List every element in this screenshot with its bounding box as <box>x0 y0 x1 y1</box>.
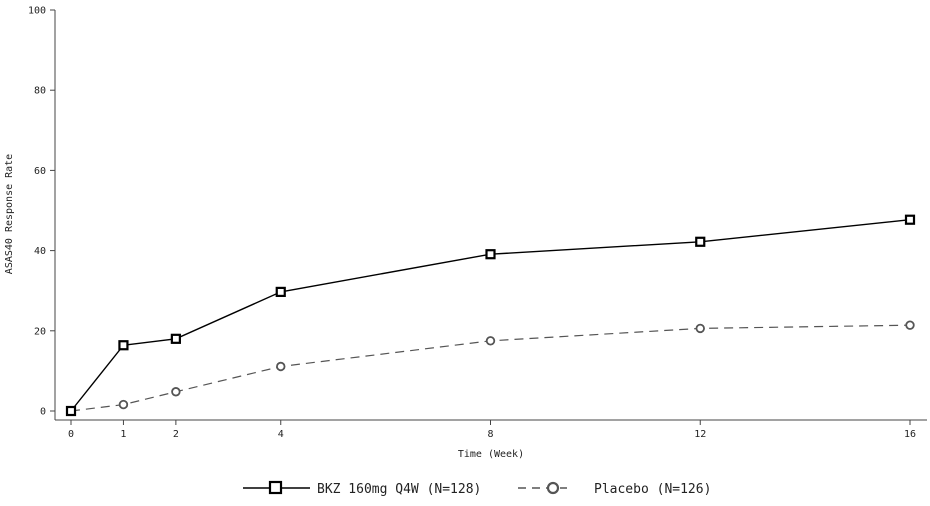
x-tick-label: 2 <box>173 429 179 440</box>
x-tick-label: 12 <box>694 429 706 440</box>
y-tick-label: 40 <box>34 246 46 257</box>
legend-item-placebo: Placebo (N=126) <box>518 481 711 497</box>
x-tick-label: 16 <box>904 429 916 440</box>
data-point-bkz <box>275 286 286 298</box>
axes <box>54 10 927 421</box>
data-point-bkz <box>695 236 706 247</box>
x-ticks: 0 1 2 4 8 12 16 <box>68 420 916 440</box>
data-point-placebo <box>695 323 705 334</box>
legend-label-bkz: BKZ 160mg Q4W (N=128) <box>317 482 481 497</box>
x-tick-label: 4 <box>278 429 284 440</box>
y-axis-title: ASAS40 Response Rate <box>4 154 15 274</box>
x-tick-label: 0 <box>68 429 74 440</box>
data-point-bkz <box>904 214 916 225</box>
series-line-bkz <box>70 219 911 412</box>
legend-marker-placebo <box>546 481 560 495</box>
series-layer <box>65 214 916 417</box>
y-tick-label: 80 <box>34 86 46 97</box>
y-tick-label: 100 <box>28 6 46 17</box>
legend-marker-bkz <box>268 480 283 495</box>
data-point-bkz <box>65 405 77 417</box>
data-point-bkz <box>485 249 496 260</box>
legend-item-bkz: BKZ 160mg Q4W (N=128) <box>243 480 481 497</box>
y-ticks: 0 20 40 60 80 100 <box>28 6 55 418</box>
legend-label-placebo: Placebo (N=126) <box>594 482 711 497</box>
y-tick-label: 60 <box>34 166 46 177</box>
x-tick-label: 1 <box>120 429 126 440</box>
x-tick-label: 8 <box>487 429 493 440</box>
data-point-placebo <box>171 387 181 397</box>
y-tick-label: 20 <box>34 326 46 337</box>
data-point-placebo <box>276 361 286 372</box>
x-axis-title: Time (Week) <box>458 449 524 460</box>
data-point-placebo <box>905 320 915 330</box>
data-point-bkz <box>170 333 181 344</box>
legend: BKZ 160mg Q4W (N=128) Placebo (N=126) <box>243 480 711 497</box>
data-point-placebo <box>485 336 496 346</box>
data-point-placebo <box>118 399 129 410</box>
data-point-bkz <box>118 340 129 351</box>
y-tick-label: 0 <box>40 407 46 418</box>
